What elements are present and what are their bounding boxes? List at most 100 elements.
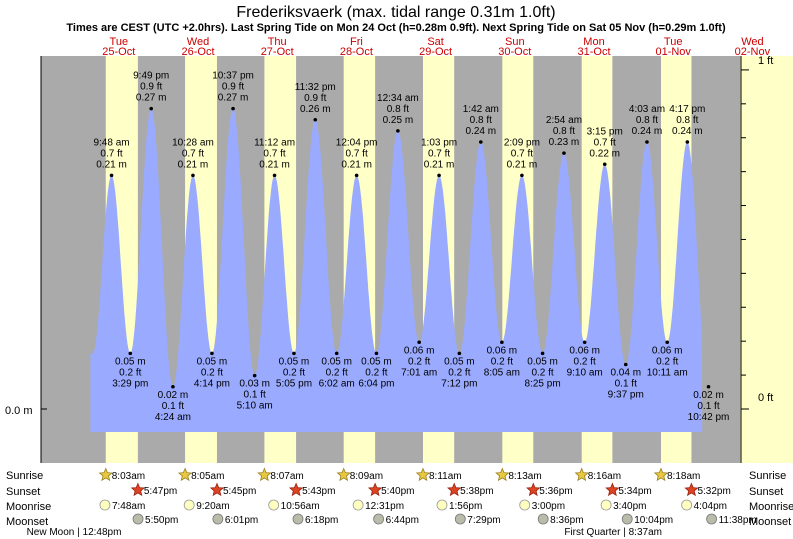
moonrise-time: 9:20am [196,501,229,512]
day-name: Wed [741,36,763,48]
sunrise-time: 8:03am [112,471,145,482]
sunrise-time: 8:07am [270,471,303,482]
row-label-sunrise-left: Sunrise [6,470,43,482]
tide-ft-label: 0.7 ft [346,148,368,159]
moonset-icon [373,513,385,525]
moonrise-icon [183,499,195,511]
tide-ft-label: 0.7 ft [100,148,122,159]
tide-ft-label: 0.2 ft [531,367,553,378]
moonrise-time: 1:56pm [449,501,482,512]
tide-ft-label: 0.2 ft [491,356,513,367]
tide-point [210,351,214,356]
tide-ft-label: 0.9 ft [304,93,326,104]
moonset-icon [212,513,224,525]
tide-ft-label: 0.1 ft [244,390,266,401]
sunrise-icon [98,467,113,482]
tide-m-label: 0.05 m [444,356,475,367]
tide-time-label: 1:42 am [463,104,499,115]
sunset-time: 5:43pm [302,486,335,497]
tide-point [665,340,669,345]
row-label-sunset-left: Sunset [6,486,40,498]
tide-point [374,351,379,356]
tide-ft-label: 0.2 ft [201,367,223,378]
tide-point [623,362,628,367]
day-name: Wed [187,36,209,48]
sunset-time: 5:40pm [381,486,414,497]
tide-point [128,351,133,356]
tide-point [231,106,235,111]
day-name: Thu [268,36,287,48]
tide-m-label: 0.21 m [424,159,455,170]
sunset-icon [130,482,146,497]
day-header: Tue25-OctWed26-OctThu27-OctFri28-OctSat2… [102,36,770,58]
tide-time-label: 4:03 am [629,104,665,115]
tide-point [479,140,483,144]
tide-ft-label: 0.7 ft [182,148,204,159]
tide-m-label: 0.22 m [589,148,620,159]
moon-phases: New Moon | 12:48pm First Quarter | 8:37am [27,527,662,538]
tide-time-label: 4:14 pm [194,378,230,389]
tide-ft-label: 0.2 ft [408,356,430,367]
day-date: 27-Oct [261,46,294,58]
sunset-icon [288,482,304,497]
sunrise-icon [653,467,669,482]
tide-curve [90,108,703,432]
moonrise-icon [99,499,111,511]
tide-m-label: 0.05 m [115,356,146,367]
day-date: 25-Oct [102,46,135,58]
tide-time-label: 3:15 pm [587,126,623,137]
tide-time-label: 8:05 am [484,367,520,378]
tide-point [685,140,690,144]
moonset-time: 10:04pm [634,515,673,526]
tide-point [417,340,421,345]
tide-m-label: 0.24 m [672,126,703,137]
chart-title: Frederiksvaerk (max. tidal range 0.31m 1… [236,4,555,21]
sunset-icon [447,482,462,497]
sunset-icon [526,482,541,497]
day-date: 26-Oct [181,46,214,58]
sunrise-icon [336,467,351,482]
sunset-icon [684,482,699,497]
sunrise-time: 8:13am [508,471,541,482]
tide-m-label: 0.21 m [507,159,538,170]
tide-ft-label: 0.8 ft [553,126,575,137]
sunrise-time: 8:18am [667,471,700,482]
tide-ft-label: 0.7 ft [511,148,533,159]
sunrise-icon [574,467,589,482]
moonrise-icon [519,499,531,511]
tide-ft-label: 0.7 ft [263,148,285,159]
day-date: 01-Nov [655,46,691,58]
tide-m-label: 0.21 m [341,159,372,170]
sunrise-time: 8:16am [588,471,621,482]
row-label-moonrise-right: Moonrise [749,501,793,513]
tide-ft-label: 0.9 ft [140,82,162,93]
day-name: Tue [110,36,129,48]
tide-ft-label: 0.7 ft [428,148,450,159]
tide-point [457,351,462,356]
tide-point [396,129,400,133]
tide-ft-label: 0.2 ft [283,367,305,378]
tide-point [191,173,195,178]
sunrise-time: 8:05am [191,471,224,482]
tide-m-label: 0.05 m [527,356,558,367]
day-date: 30-Oct [498,46,531,58]
sunrise-icon [177,467,193,482]
tide-m-label: 0.25 m [383,115,414,126]
tide-point [313,117,318,122]
tide-point [252,373,257,378]
sunset-time: 5:36pm [539,486,572,497]
day-date: 29-Oct [419,46,452,58]
tide-point [171,384,175,389]
right-axis-label-bottom: 0 ft [758,392,773,404]
tide-ft-label: 0.2 ft [326,367,348,378]
tide-m-label: 0.02 m [693,390,724,401]
sunset-time: 5:32pm [697,486,730,497]
axes: 0.0 m 1 ft 0 ft [5,55,773,463]
moonset-icon [454,513,466,525]
tide-time-label: 11:32 pm [295,82,336,93]
sunrise-time: 8:11am [429,471,462,482]
tide-ft-label: 0.1 ft [615,379,637,390]
sunset-icon [605,482,620,497]
tide-time-label: 10:37 pm [212,71,254,82]
